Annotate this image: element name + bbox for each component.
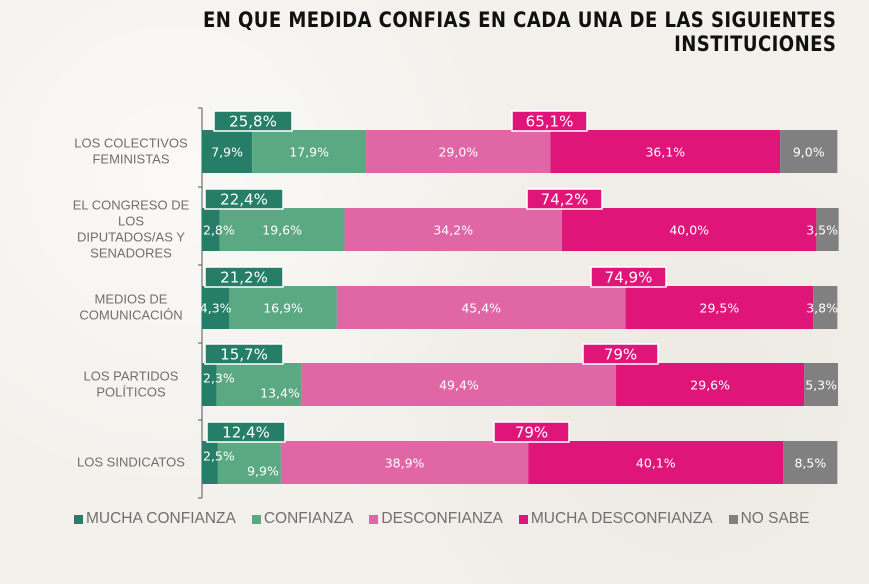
legend: MUCHA CONFIANZA CONFIANZA DESCONFIANZA MUCH… xyxy=(74,510,809,528)
bar-segment-desconfianza xyxy=(366,130,551,173)
bar-segment-no-sabe xyxy=(813,286,838,329)
desconfianza-total-box xyxy=(511,110,588,132)
legend-item: NO SABE xyxy=(728,510,810,528)
confianza-total-label: 22,4% xyxy=(220,191,268,209)
bar-segment-mucha-desconfianza xyxy=(550,130,781,173)
bar-segment-no-sabe xyxy=(816,208,839,251)
legend-label: DESCONFIANZA xyxy=(381,510,503,527)
segment-value-label: 9,0% xyxy=(793,145,825,160)
legend-swatch xyxy=(369,514,379,524)
confianza-total-box xyxy=(206,421,286,443)
bar-segment-mucha-confianza xyxy=(202,208,220,251)
bar-segment-mucha-confianza xyxy=(202,130,253,173)
category-label: EL CONGRESO DE xyxy=(73,198,190,213)
category-label: FEMINISTAS xyxy=(92,152,169,167)
bar-segment-confianza xyxy=(252,130,367,173)
legend-swatch xyxy=(518,514,528,524)
bar-segment-no-sabe xyxy=(783,441,838,484)
legend-item: MUCHA CONFIANZA xyxy=(74,510,236,528)
bar-segment-confianza xyxy=(229,286,337,329)
segment-value-label: 45,4% xyxy=(461,301,501,316)
segment-value-label: 2,8% xyxy=(203,223,235,238)
segment-value-label: 3,5% xyxy=(806,223,838,238)
segment-value-label: 7,9% xyxy=(211,145,243,160)
confianza-total-label: 15,7% xyxy=(220,346,268,364)
segment-value-label: 29,0% xyxy=(438,145,478,160)
bar-segment-confianza xyxy=(217,441,281,484)
bar-segment-desconfianza xyxy=(301,363,617,406)
confianza-total-box xyxy=(204,266,284,288)
bar-segment-mucha-confianza xyxy=(202,363,217,406)
desconfianza-total-box xyxy=(526,188,603,210)
chart-title: EN QUE MEDIDA CONFIAS EN CADA UNA DE LAS… xyxy=(202,8,837,56)
legend-swatch xyxy=(251,514,261,524)
bar-segment-mucha-desconfianza xyxy=(528,441,784,484)
confianza-total-label: 12,4% xyxy=(222,424,270,442)
bar-segment-mucha-desconfianza xyxy=(616,363,805,406)
confianza-total-box xyxy=(213,110,293,132)
segment-value-label: 5,3% xyxy=(805,378,837,393)
legend-label: CONFIANZA xyxy=(263,510,354,527)
segment-value-label: 29,6% xyxy=(690,378,730,393)
desconfianza-total-label: 79% xyxy=(515,424,548,442)
legend-swatch xyxy=(74,514,83,524)
desconfianza-total-box xyxy=(582,343,659,365)
category-label: LOS SINDICATOS xyxy=(77,455,185,470)
bar-segment-confianza xyxy=(219,208,345,251)
desconfianza-total-label: 65,1% xyxy=(526,113,574,131)
category-label: SENADORES xyxy=(90,246,172,261)
desconfianza-total-label: 79% xyxy=(604,346,637,364)
segment-value-label: 13,4% xyxy=(260,386,300,401)
legend-label: MUCHA DESCONFIANZA xyxy=(530,510,713,527)
legend-swatch xyxy=(728,514,738,524)
legend-item: MUCHA DESCONFIANZA xyxy=(518,510,713,528)
segment-value-label: 40,1% xyxy=(636,456,676,471)
desconfianza-total-box xyxy=(590,266,667,288)
segment-value-label: 2,5% xyxy=(203,449,235,464)
legend-label: NO SABE xyxy=(740,510,810,527)
segment-value-label: 49,4% xyxy=(439,378,479,393)
confianza-total-box xyxy=(204,343,284,365)
segment-value-label: 36,1% xyxy=(645,145,685,160)
legend-label: MUCHA CONFIANZA xyxy=(86,510,236,527)
desconfianza-total-box xyxy=(493,421,570,443)
bar-segment-confianza xyxy=(216,363,302,406)
segment-value-label: 19,6% xyxy=(262,223,302,238)
segment-value-label: 3,8% xyxy=(806,301,838,316)
legend-item: DESCONFIANZA xyxy=(369,510,503,528)
bar-segment-mucha-confianza xyxy=(202,441,218,484)
bar-segment-mucha-desconfianza xyxy=(561,208,817,251)
category-label: LOS PARTIDOS xyxy=(84,369,179,384)
category-label: LOS COLECTIVOS xyxy=(74,136,188,151)
segment-value-label: 40,0% xyxy=(669,223,709,238)
bar-segment-no-sabe xyxy=(804,363,838,406)
segment-value-label: 29,5% xyxy=(700,301,740,316)
category-label: MEDIOS DE xyxy=(95,292,168,307)
category-label: DIPUTADOS/AS Y xyxy=(77,230,185,245)
segment-value-label: 38,9% xyxy=(385,456,425,471)
confianza-total-label: 21,2% xyxy=(220,269,268,287)
bar-segment-no-sabe xyxy=(780,130,838,173)
legend-item: CONFIANZA xyxy=(251,510,354,528)
segment-value-label: 16,9% xyxy=(263,301,303,316)
category-label: LOS xyxy=(118,214,144,229)
desconfianza-total-label: 74,9% xyxy=(605,269,653,287)
bar-segment-desconfianza xyxy=(280,441,529,484)
segment-value-label: 8,5% xyxy=(794,456,826,471)
bar-segment-mucha-confianza xyxy=(202,286,230,329)
bar-segment-desconfianza xyxy=(336,286,626,329)
segment-value-label: 4,3% xyxy=(200,301,232,316)
segment-value-label: 34,2% xyxy=(433,223,473,238)
desconfianza-total-label: 74,2% xyxy=(541,191,589,209)
confianza-total-label: 25,8% xyxy=(229,113,277,131)
segment-value-label: 17,9% xyxy=(289,145,329,160)
segment-value-label: 9,9% xyxy=(247,464,279,479)
category-label: COMUNICACIÓN xyxy=(79,308,182,323)
bar-segment-mucha-desconfianza xyxy=(625,286,814,329)
bar-segment-desconfianza xyxy=(344,208,562,251)
segment-value-label: 2,3% xyxy=(203,371,235,386)
confianza-total-box xyxy=(204,188,284,210)
category-label: POLÍTICOS xyxy=(96,385,166,400)
